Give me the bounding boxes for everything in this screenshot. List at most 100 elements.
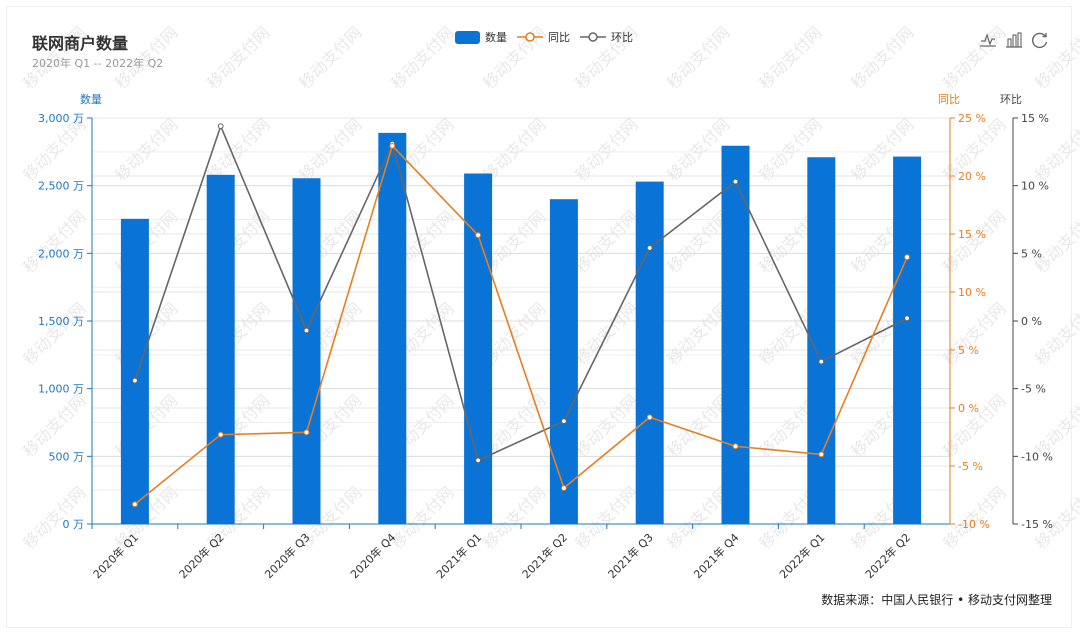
bar-count[interactable] (206, 174, 235, 524)
yoy-point[interactable] (389, 142, 396, 149)
legend-item-qoq[interactable]: 环比 (580, 29, 633, 45)
yoy-point[interactable] (904, 254, 910, 261)
right-axis-tick-label: -5 % (958, 460, 983, 473)
watermark-text: 移动支付网 (111, 115, 181, 185)
chart-toolbox (978, 30, 1050, 50)
x-axis-tick-label: 2020年 Q3 (262, 530, 313, 581)
watermark-text: 移动支付网 (1031, 207, 1080, 277)
right-axis-tick-label: 20 % (958, 170, 986, 183)
qoq-point[interactable] (132, 377, 138, 384)
watermark-text: 移动支付网 (755, 23, 825, 93)
left-axis-tick-label: 0 万 (63, 518, 85, 531)
legend-item-yoy[interactable]: 同比 (517, 29, 570, 45)
x-axis-tick-label: 2021年 Q3 (605, 530, 656, 581)
left-axis-title: 数量 (80, 93, 102, 106)
qoq-line (134, 123, 908, 462)
watermark-text: 移动支付网 (663, 23, 733, 93)
line-chart-icon[interactable] (978, 30, 998, 50)
x-axis-tick-label: 2021年 Q2 (519, 530, 570, 581)
watermark-text: 移动支付网 (1031, 299, 1080, 369)
far-axis-tick-label: -10 % (1021, 450, 1053, 463)
watermark-text: 移动支付网 (295, 115, 365, 185)
watermark-text: 移动支付网 (19, 115, 89, 185)
chart-subtitle: 2020年 Q1 -- 2022年 Q2 (32, 57, 164, 70)
chart-title: 联网商户数量 (32, 34, 129, 53)
left-axis-tick-label: 2,000 万 (38, 247, 84, 260)
x-axis-tick-label: 2022年 Q1 (776, 530, 827, 581)
left-axis-tick-label: 500 万 (49, 450, 85, 463)
x-axis-tick-label: 2021年 Q1 (433, 530, 484, 581)
watermark-text: 移动支付网 (571, 115, 641, 185)
bar-count[interactable] (721, 145, 750, 524)
bar-count[interactable] (893, 156, 922, 524)
watermark-text: 移动支付网 (1031, 115, 1080, 185)
qoq-point[interactable] (646, 245, 653, 251)
left-axis-tick-label: 3,000 万 (38, 112, 84, 125)
far-axis-tick-label: -5 % (1021, 383, 1046, 396)
far-axis-tick-label: 0 % (1021, 315, 1042, 328)
far-axis-tick-label: 5 % (1021, 247, 1042, 260)
watermark-text: 移动支付网 (295, 23, 365, 93)
legend-yoy-swatch (517, 32, 543, 42)
chart-legend: 数量 同比 环比 (455, 29, 643, 45)
bar-count[interactable] (464, 173, 493, 524)
qoq-point[interactable] (217, 123, 224, 130)
legend-label-yoy: 同比 (548, 31, 570, 44)
qoq-point[interactable] (818, 358, 825, 365)
right-axis-tick-label: -10 % (958, 518, 990, 531)
qoq-point[interactable] (303, 327, 310, 334)
x-axis-tick-label: 2021年 Q4 (691, 530, 742, 581)
yoy-point[interactable] (132, 501, 138, 508)
yoy-point[interactable] (561, 485, 567, 491)
watermark-text: 移动支付网 (847, 23, 917, 93)
bar-count[interactable] (378, 132, 407, 525)
left-axis-tick-label: 1,500 万 (38, 315, 84, 328)
data-source: 数据来源：中国人民银行 • 移动支付网整理 (821, 593, 1052, 607)
watermark-text: 移动支付网 (203, 115, 273, 185)
yoy-point[interactable] (646, 414, 653, 421)
bar-count[interactable] (635, 181, 664, 524)
bar-count[interactable] (120, 218, 149, 524)
yoy-point[interactable] (303, 429, 310, 436)
left-axis-tick-label: 1,000 万 (38, 383, 84, 396)
right-axis-tick-label: 10 % (958, 286, 986, 299)
far-axis-tick-label: 10 % (1021, 180, 1049, 193)
bar-count[interactable] (292, 178, 321, 524)
x-axis-tick-label: 2020年 Q4 (347, 530, 398, 581)
right-axis-tick-label: 25 % (958, 112, 986, 125)
far-axis-tick-label: 15 % (1021, 112, 1049, 125)
watermark-text: 移动支付网 (571, 483, 641, 553)
watermark-text: 移动支付网 (571, 391, 641, 461)
legend-item-count[interactable]: 数量 (455, 29, 507, 45)
qoq-point[interactable] (904, 315, 910, 322)
legend-bar-swatch (455, 30, 480, 44)
yoy-point[interactable] (475, 232, 482, 239)
qoq-point[interactable] (475, 457, 482, 464)
legend-qoq-swatch (580, 32, 606, 42)
qoq-point[interactable] (561, 418, 567, 425)
yoy-line (134, 144, 908, 505)
watermark-text: 移动支付网 (19, 299, 89, 369)
right-axis-title: 同比 (938, 93, 960, 106)
watermark-text: 移动支付网 (387, 23, 457, 93)
far-axis-title: 环比 (1000, 93, 1022, 106)
yoy-point[interactable] (732, 443, 739, 450)
x-axis-tick-label: 2020年 Q2 (176, 530, 227, 581)
yoy-point[interactable] (818, 451, 825, 458)
legend-label-qoq: 环比 (611, 31, 633, 44)
legend-label-count: 数量 (485, 31, 507, 44)
right-axis-tick-label: 0 % (958, 402, 979, 415)
qoq-point[interactable] (732, 178, 739, 185)
far-axis-tick-label: -15 % (1021, 518, 1053, 531)
watermark-text: 移动支付网 (203, 23, 273, 93)
bar-chart-icon[interactable] (1004, 30, 1024, 50)
bar-count[interactable] (549, 199, 578, 524)
restore-icon[interactable] (1030, 30, 1050, 50)
left-axis-tick-label: 2,500 万 (38, 180, 84, 193)
right-axis-tick-label: 15 % (958, 228, 986, 241)
watermark-text: 移动支付网 (571, 207, 641, 277)
yoy-point[interactable] (217, 431, 224, 438)
watermark-text: 移动支付网 (19, 207, 89, 277)
right-axis-tick-label: 5 % (958, 344, 979, 357)
